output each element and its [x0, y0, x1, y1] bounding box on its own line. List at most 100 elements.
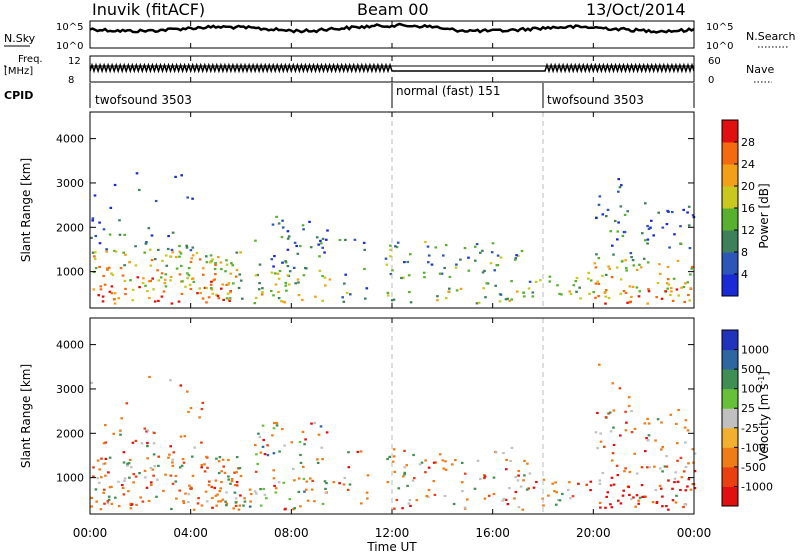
heatmap-cell [434, 461, 437, 464]
heatmap-cell [129, 502, 132, 505]
heatmap-cell [624, 291, 628, 294]
heatmap-cell [622, 290, 626, 293]
heatmap-cell [491, 242, 495, 245]
heatmap-cell [174, 474, 178, 477]
heatmap-cell [619, 502, 623, 505]
heatmap-cell [217, 500, 220, 503]
heatmap-cell [278, 269, 282, 273]
y-tick-label: 2000 [56, 427, 84, 440]
heatmap-cell [494, 284, 497, 287]
heatmap-cell [467, 256, 470, 259]
heatmap-cell [121, 486, 125, 490]
heatmap-cell [287, 235, 291, 238]
heatmap-cell [407, 502, 411, 505]
heatmap-cell [196, 502, 200, 505]
heatmap-cell [599, 440, 603, 443]
heatmap-cell [514, 257, 518, 260]
heatmap-cell [104, 457, 108, 460]
heatmap-cell [663, 465, 667, 468]
heatmap-cell [558, 499, 562, 502]
heatmap-cell [262, 487, 265, 491]
heatmap-cell [286, 265, 290, 268]
heatmap-cell [572, 284, 576, 287]
heatmap-cell [539, 279, 542, 282]
heatmap-cell [259, 488, 262, 491]
heatmap-cell [318, 269, 322, 272]
heatmap-cell [665, 223, 669, 226]
heatmap-cell [114, 496, 117, 499]
heatmap-cell [652, 234, 655, 237]
heatmap-cell [146, 429, 150, 432]
heatmap-cell [315, 236, 319, 239]
heatmap-cell [275, 422, 279, 425]
heatmap-cell [210, 485, 214, 488]
heatmap-cell [624, 429, 628, 432]
heatmap-cell [171, 482, 175, 485]
heatmap-cell [167, 456, 170, 459]
heatmap-cell [160, 295, 164, 298]
heatmap-cell [233, 471, 236, 474]
heatmap-cell [607, 296, 611, 300]
heatmap-cell [140, 442, 144, 445]
heatmap-cell [122, 493, 126, 496]
heatmap-cell [556, 498, 560, 502]
heatmap-cell [175, 255, 178, 259]
heatmap-cell [682, 208, 685, 211]
heatmap-cell [105, 248, 108, 251]
heatmap-cell [459, 258, 462, 261]
heatmap-cell [183, 435, 187, 438]
heatmap-cell [150, 481, 153, 484]
heatmap-cell [261, 287, 264, 290]
heatmap-cell [172, 451, 176, 454]
heatmap-cell [517, 474, 520, 477]
heatmap-cell [631, 259, 635, 262]
heatmap-cell [406, 484, 409, 487]
heatmap-cell [622, 489, 625, 492]
heatmap-cell [522, 479, 525, 482]
heatmap-cell [273, 421, 276, 425]
heatmap-cell [687, 293, 690, 297]
heatmap-cell [356, 450, 360, 454]
date-title: 13/Oct/2014 [586, 0, 686, 19]
heatmap-cell [179, 252, 183, 255]
heatmap-cell [146, 442, 149, 445]
heatmap-cell [211, 496, 214, 500]
heatmap-cell [691, 448, 695, 451]
heatmap-cell [674, 471, 677, 474]
heatmap-cell [425, 495, 429, 498]
heatmap-cell [274, 487, 278, 490]
heatmap-cell [363, 248, 366, 251]
heatmap-cell [124, 293, 127, 296]
heatmap-cell [680, 476, 684, 479]
heatmap-cell [210, 260, 213, 263]
heatmap-cell [683, 503, 687, 506]
heatmap-cell [297, 477, 301, 480]
heatmap-cell [444, 244, 448, 247]
heatmap-cell [208, 480, 211, 483]
heatmap-cell [660, 421, 663, 424]
heatmap-cell [167, 235, 170, 238]
heatmap-cell [150, 259, 154, 262]
heatmap-cell [517, 506, 521, 509]
heatmap-cell [623, 470, 626, 473]
heatmap-cell [225, 283, 228, 286]
y-tick-label: 1000 [56, 472, 84, 485]
heatmap-cell [216, 294, 220, 297]
heatmap-cell [338, 482, 341, 485]
heatmap-cell [645, 466, 649, 469]
heatmap-cell [686, 429, 690, 432]
heatmap-cell [506, 297, 509, 300]
heatmap-cell [594, 296, 597, 299]
heatmap-cell [532, 486, 536, 489]
heatmap-cell [448, 287, 451, 290]
heatmap-cell [153, 300, 157, 303]
heatmap-cell [201, 267, 205, 270]
heatmap-cell [169, 279, 172, 282]
heatmap-cell [310, 488, 314, 491]
heatmap-cell [187, 410, 190, 413]
heatmap-cell [147, 280, 151, 283]
heatmap-cell [423, 276, 426, 279]
heatmap-cell [214, 263, 217, 267]
heatmap-cell [134, 245, 137, 248]
heatmap-cell [405, 464, 409, 467]
